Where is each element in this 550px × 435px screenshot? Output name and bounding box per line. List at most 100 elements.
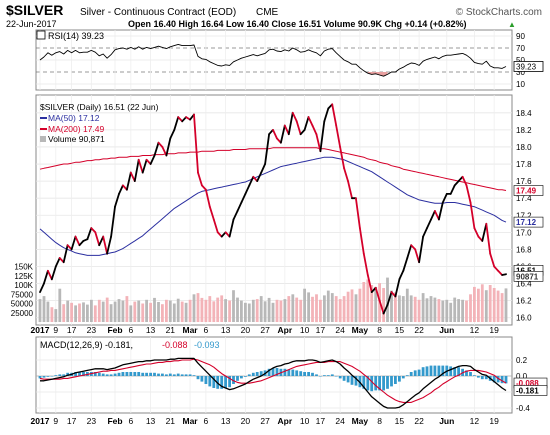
volume-bar bbox=[54, 309, 58, 322]
volume-bar bbox=[240, 300, 243, 322]
macd-histogram-bar bbox=[323, 375, 326, 376]
volume-bar bbox=[334, 296, 338, 322]
macd-histogram-bar bbox=[413, 370, 417, 376]
macd-histogram-bar bbox=[101, 373, 105, 376]
macd-histogram-bar bbox=[295, 370, 299, 376]
price-segment bbox=[165, 137, 172, 157]
price-segment bbox=[43, 269, 49, 285]
volume-bar bbox=[295, 297, 299, 322]
x-tick-label-bottom: 19 bbox=[489, 416, 499, 426]
price-segment bbox=[236, 201, 243, 212]
macd-histogram-bar bbox=[165, 374, 168, 376]
x-tick-label: 8 bbox=[377, 325, 382, 335]
price-tick-label: 17.6 bbox=[516, 177, 532, 186]
volume-bar bbox=[429, 296, 433, 322]
price-segment bbox=[457, 175, 464, 183]
x-tick-label-bottom: 17 bbox=[316, 416, 326, 426]
price-segment bbox=[126, 171, 132, 191]
volume-bar bbox=[255, 299, 259, 322]
price-segment bbox=[410, 244, 417, 251]
x-tick-label-bottom: 27 bbox=[260, 416, 270, 426]
price-segment bbox=[220, 231, 227, 238]
volume-bar bbox=[109, 304, 113, 322]
price-segment bbox=[433, 210, 440, 221]
volume-bar bbox=[271, 302, 275, 322]
price-segment bbox=[232, 210, 239, 221]
ma50-badge-box bbox=[513, 216, 544, 228]
macd-histogram-bar bbox=[97, 372, 101, 376]
macd-histogram-bar bbox=[362, 376, 366, 389]
price-segment bbox=[331, 103, 338, 127]
volume-bar bbox=[398, 295, 401, 322]
volume-bar bbox=[445, 299, 449, 322]
volume-bar bbox=[74, 305, 77, 322]
macd-histogram-bar bbox=[299, 371, 303, 376]
price-segment bbox=[94, 231, 101, 247]
x-tick-label-bottom: Mar bbox=[183, 416, 199, 426]
volume-bar bbox=[117, 299, 121, 322]
macd-histogram-bar bbox=[240, 376, 243, 379]
macd-histogram-bar bbox=[457, 367, 460, 376]
volume-bar bbox=[354, 294, 358, 323]
x-tick-label: 20 bbox=[241, 325, 251, 335]
x-tick-label-bottom: 21 bbox=[166, 416, 176, 426]
volume-bar bbox=[421, 293, 425, 322]
macd-histogram-bar bbox=[437, 365, 441, 376]
volume-bar bbox=[413, 296, 417, 322]
macd-histogram-bar bbox=[66, 372, 70, 376]
macd-histogram-value: -0.093 bbox=[194, 340, 220, 350]
macd-histogram-bar bbox=[247, 374, 251, 376]
macd-histogram-bar bbox=[405, 375, 409, 376]
price-segment bbox=[272, 128, 278, 140]
volume-bar bbox=[216, 297, 220, 322]
x-tick-label-bottom: May bbox=[352, 416, 369, 426]
volume-bar bbox=[121, 300, 125, 322]
x-tick-label-bottom: Apr bbox=[278, 416, 293, 426]
volume-bar bbox=[236, 297, 239, 322]
price-segment bbox=[193, 113, 199, 174]
volume-bar bbox=[105, 297, 109, 322]
price-segment bbox=[102, 235, 108, 255]
volume-bar bbox=[409, 295, 413, 322]
volume-bar bbox=[350, 289, 354, 322]
rsi-tick-label: 30 bbox=[516, 68, 525, 77]
price-tick-label: 16.4 bbox=[516, 280, 532, 289]
price-segment bbox=[453, 180, 460, 187]
macd-signal-badge: -0.088 bbox=[516, 379, 539, 388]
volume-bar bbox=[338, 299, 342, 322]
macd-histogram-bar bbox=[232, 376, 235, 384]
price-segment bbox=[149, 154, 156, 165]
price-tick-label: 16.0 bbox=[516, 314, 532, 323]
macd-histogram-bar bbox=[196, 376, 200, 380]
volume-bar bbox=[299, 299, 303, 322]
x-tick-label-bottom: 10 bbox=[300, 416, 310, 426]
price-segment bbox=[181, 116, 188, 123]
volume-bar bbox=[259, 296, 263, 322]
price-segment bbox=[106, 235, 112, 255]
x-tick-label: Feb bbox=[107, 325, 122, 335]
volume-bar bbox=[279, 300, 283, 322]
price-segment bbox=[228, 218, 235, 238]
price-segment bbox=[197, 171, 203, 187]
price-segment bbox=[283, 124, 290, 136]
macd-histogram-bar bbox=[374, 376, 378, 391]
price-segment bbox=[347, 180, 353, 200]
volume-bar bbox=[362, 282, 366, 322]
macd-histogram-bar bbox=[401, 376, 405, 379]
macd-histogram-bar bbox=[382, 376, 385, 391]
price-segment bbox=[70, 235, 77, 251]
macd-histogram-bar bbox=[157, 373, 160, 376]
macd-histogram-bar bbox=[82, 372, 85, 376]
volume-bar bbox=[425, 298, 429, 322]
macd-histogram-bar bbox=[251, 372, 255, 376]
x-tick-label-bottom: 13 bbox=[146, 416, 156, 426]
volume-bar bbox=[153, 297, 156, 322]
price-segment bbox=[485, 222, 492, 255]
volume-bar bbox=[465, 300, 468, 322]
macd-histogram-bar bbox=[370, 376, 374, 392]
volume-bar bbox=[58, 288, 62, 322]
volume-bar bbox=[307, 292, 310, 322]
rsi-label: RSI(14) 39.23 bbox=[48, 31, 104, 41]
x-tick-label: 2017 bbox=[31, 325, 50, 335]
ma200-legend: MA(200) 17.49 bbox=[48, 124, 104, 134]
